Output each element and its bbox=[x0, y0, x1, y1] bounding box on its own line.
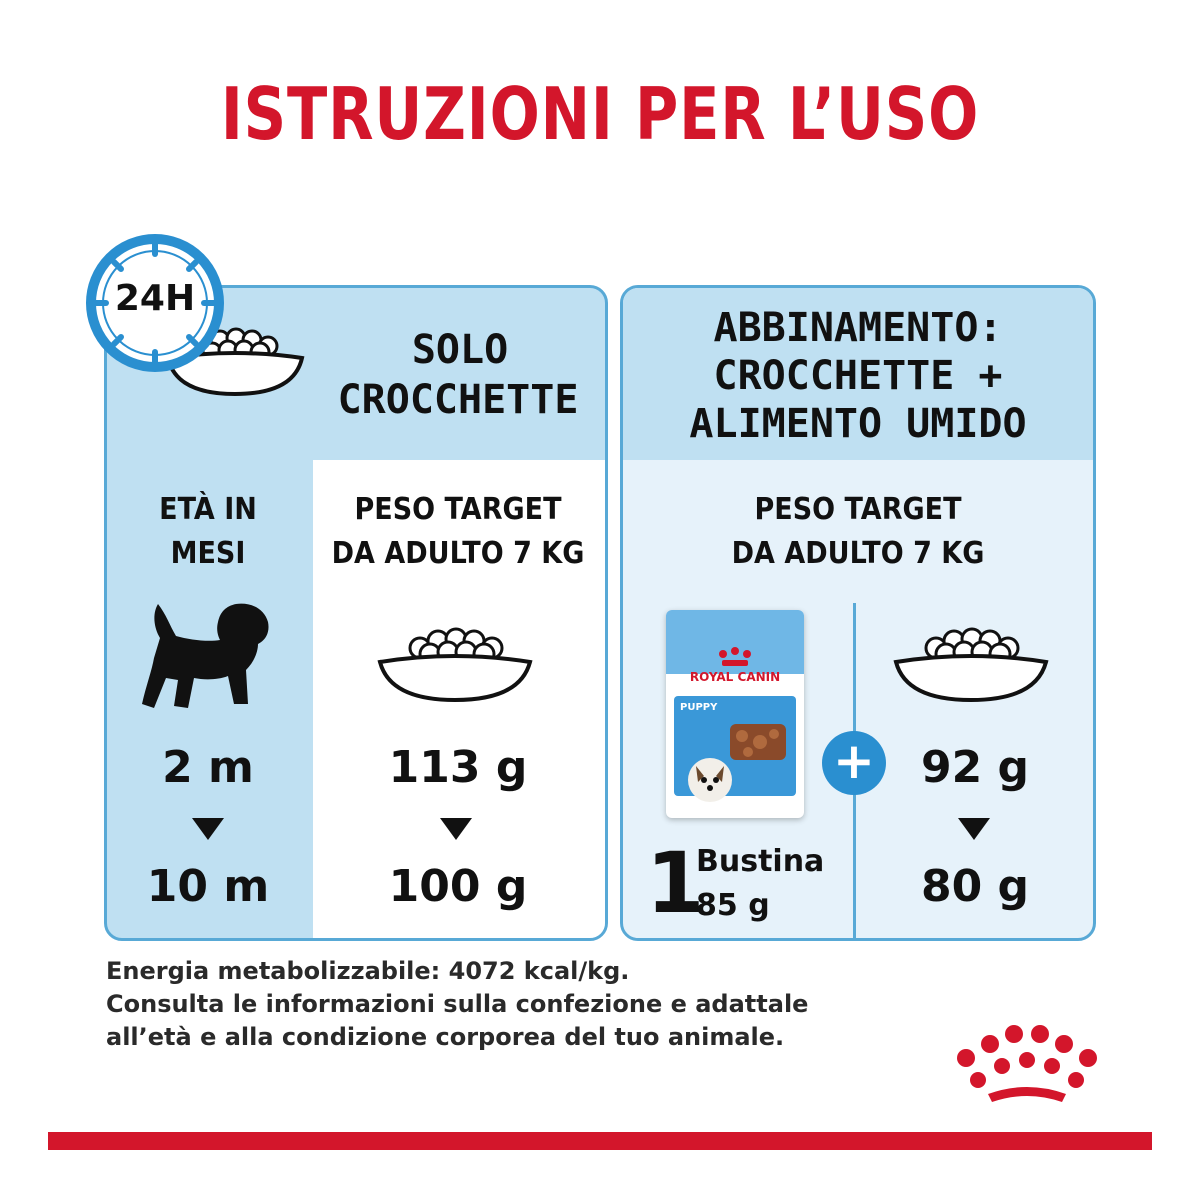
kibble-only-header-line1: SOLO bbox=[411, 327, 509, 373]
mixed-weight-header-line2: DA ADULTO 7 KG bbox=[731, 536, 985, 571]
pouch-brand-label: ROYAL CANIN bbox=[689, 670, 781, 684]
mixed-dose-end: 80 g bbox=[920, 861, 1030, 912]
kibble-bowl-icon bbox=[893, 627, 1049, 703]
clock-24h-icon bbox=[86, 234, 224, 372]
footer-note: Energia metabolizzabile: 4072 kcal/kg. C… bbox=[106, 955, 866, 1054]
puppy-icon bbox=[142, 603, 269, 708]
kibble-bowl-icon bbox=[377, 627, 533, 703]
age-column-header-line2: MESI bbox=[170, 536, 246, 571]
mixed-dose-start: 92 g bbox=[920, 742, 1030, 793]
pouch-variant-label: PUPPY bbox=[680, 702, 718, 713]
adapt-line: all’età e alla condizione corporea del t… bbox=[106, 1023, 785, 1051]
energy-line: Energia metabolizzabile: 4072 kcal/kg. bbox=[106, 957, 630, 985]
mixed-arrow-icon bbox=[958, 818, 990, 840]
pouch-weight: 85 g bbox=[696, 888, 770, 923]
pouch-label: Bustina bbox=[696, 844, 825, 879]
mixed-feeding-header-line3: ALIMENTO UMIDO bbox=[689, 401, 1027, 447]
pouch-count: 1 bbox=[646, 834, 705, 932]
page-title: ISTRUZIONI PER L’USO bbox=[220, 72, 980, 156]
kibble-only-dose-end: 100 g bbox=[388, 861, 528, 912]
age-end-value: 10 m bbox=[146, 861, 270, 912]
mixed-feeding-header-line1: ABBINAMENTO: bbox=[713, 305, 1003, 351]
mixed-feeding-header-line2: CROCCHETTE + bbox=[713, 353, 1003, 399]
mixed-feeding-header-area bbox=[623, 288, 1093, 460]
mixed-weight-header-line1: PESO TARGET bbox=[754, 492, 962, 527]
weight-column-header-line1: PESO TARGET bbox=[354, 492, 562, 527]
kibble-only-header-line2: CROCCHETTE bbox=[337, 377, 579, 423]
royal-canin-crown-logo-icon bbox=[957, 1025, 1097, 1102]
puppy-photo-icon bbox=[688, 758, 732, 802]
age-start-value: 2 m bbox=[162, 742, 254, 793]
kibble-only-panel bbox=[104, 285, 608, 941]
plus-icon: + bbox=[822, 731, 886, 795]
age-arrow-icon bbox=[192, 818, 224, 840]
age-column-header-line1: ETÀ IN bbox=[159, 492, 257, 527]
info-line: Consulta le informazioni sulla confezion… bbox=[106, 990, 809, 1018]
weight-column-header-line2: DA ADULTO 7 KG bbox=[331, 536, 585, 571]
kibble-only-dose-start: 113 g bbox=[388, 742, 528, 793]
kibble-only-arrow-icon bbox=[440, 818, 472, 840]
food-chunks-icon bbox=[730, 724, 786, 760]
crown-icon bbox=[719, 647, 751, 666]
wet-food-pouch-image: ROYAL CANIN PUPPY bbox=[666, 610, 804, 818]
clock-label: 24H bbox=[114, 278, 196, 319]
bottom-red-bar bbox=[48, 1132, 1152, 1150]
